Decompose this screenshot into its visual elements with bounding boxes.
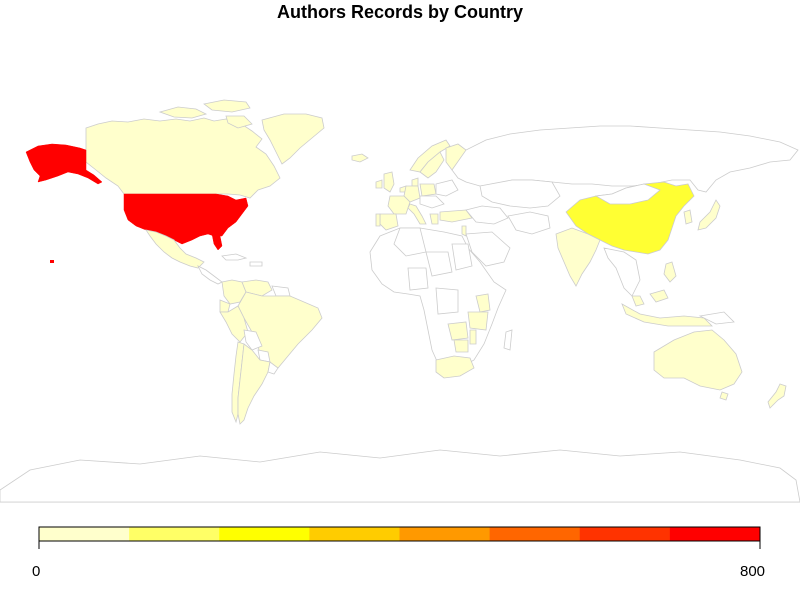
country-zambia	[447, 321, 469, 341]
country-greenland	[261, 113, 325, 165]
country-turkey	[439, 209, 473, 223]
country-france	[387, 195, 411, 215]
country-australia	[653, 329, 743, 391]
country-mexico	[145, 229, 205, 269]
country-malawi	[469, 329, 477, 345]
country-philippines	[663, 261, 677, 283]
country-korea	[683, 209, 693, 225]
country-ireland	[375, 179, 383, 189]
map-title: Authors Records by Country	[276, 2, 524, 22]
country-malaysia	[631, 289, 669, 307]
legend-bin	[669, 527, 761, 541]
country-zimbabwe	[453, 339, 469, 353]
legend-frame	[38, 526, 761, 542]
country-india	[555, 227, 601, 287]
country-new-zealand	[767, 383, 787, 409]
country-iceland	[351, 153, 369, 163]
legend-bin	[39, 527, 130, 541]
country-japan	[697, 199, 721, 231]
legend-bin	[489, 527, 581, 541]
country-uk	[383, 171, 395, 193]
country-germany	[403, 185, 421, 203]
country-israel	[461, 225, 467, 237]
country-italy	[407, 203, 427, 225]
legend-bin	[399, 527, 491, 541]
country-alaska	[25, 143, 103, 185]
legend-max-label: 800	[740, 563, 766, 580]
country-portugal	[375, 213, 381, 227]
country-indonesia	[621, 303, 713, 327]
country-canada	[85, 117, 281, 199]
country-sweden	[419, 151, 445, 179]
legend-min-label: 0	[32, 563, 41, 580]
country-kenya	[475, 293, 491, 313]
legend-bin	[129, 527, 220, 541]
country-brazil	[237, 291, 323, 373]
country-argentina	[237, 343, 271, 425]
legend-bin	[219, 527, 310, 541]
legend-bin	[579, 527, 671, 541]
country-tanzania	[467, 311, 489, 331]
country-greece	[429, 213, 439, 225]
legend-bin	[309, 527, 401, 541]
country-south-africa	[435, 355, 475, 379]
antarctica	[0, 449, 800, 503]
